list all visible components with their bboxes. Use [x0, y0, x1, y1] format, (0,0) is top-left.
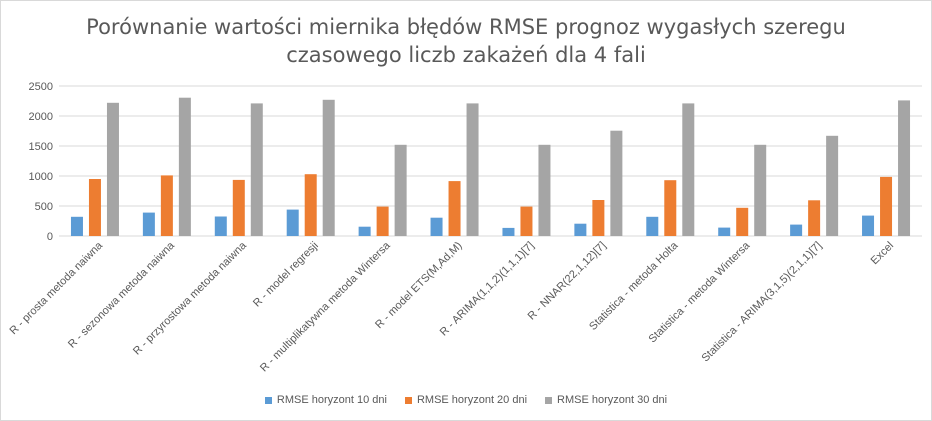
bar-s1-c3 [214, 216, 227, 236]
y-tick-label-1000: 1000 [29, 171, 53, 183]
chart-title: Porównanie wartości miernika błędów RMSE… [1, 13, 931, 69]
bar-s1-c4 [286, 209, 299, 236]
bar-s1-c9 [646, 216, 659, 236]
bar-s2-c11 [808, 200, 821, 236]
x-tick-label-8: R - NNAR(22,1,12)[7] [526, 240, 609, 323]
bar-s2-c7 [520, 206, 533, 236]
x-tick-label-11: Statistica - ARIMA(3,1,5)(2,1,1)[7] [699, 240, 824, 365]
bar-s3-c9 [682, 103, 695, 237]
bar-s2-c2 [160, 175, 173, 236]
bar-s1-c10 [718, 227, 731, 236]
bar-s1-c12 [862, 215, 875, 236]
legend-item-20: RMSE horyzont 20 dni [404, 394, 528, 406]
bar-s3-c7 [538, 144, 551, 236]
bar-s3-c11 [826, 135, 839, 236]
bar-s3-c10 [754, 144, 767, 236]
x-tick-label-4: R - model regresji [251, 240, 321, 310]
bar-s1-c2 [142, 212, 155, 236]
x-tick-label-12: Excel [869, 240, 897, 268]
bar-s1-c5 [358, 226, 371, 236]
bar-s2-c4 [304, 174, 317, 236]
legend-swatch-10 [264, 396, 272, 404]
bar-s3-c3 [250, 103, 263, 237]
bar-s3-c6 [466, 103, 479, 237]
legend-label-20: RMSE horyzont 20 dni [416, 394, 528, 406]
bar-s2-c10 [736, 207, 749, 236]
bar-s1-c6 [430, 217, 443, 236]
bar-s2-c3 [232, 179, 245, 236]
legend-swatch-20 [404, 396, 412, 404]
y-tick-label-0: 0 [47, 231, 53, 243]
y-tick-label-2500: 2500 [29, 81, 53, 93]
bar-s3-c4 [322, 99, 335, 236]
legend-item-10: RMSE horyzont 10 dni [264, 394, 387, 406]
legend-swatch-30 [545, 396, 553, 404]
y-tick-label-2000: 2000 [29, 111, 53, 123]
bar-s2-c5 [376, 206, 389, 236]
bar-s3-c8 [610, 130, 623, 236]
bar-s2-c12 [880, 176, 893, 236]
bar-s1-c11 [790, 224, 803, 236]
chart-title-line-1: Porównanie wartości miernika błędów RMSE… [86, 15, 846, 39]
bar-s1-c8 [574, 223, 587, 236]
bar-s2-c9 [664, 180, 677, 236]
bar-s2-c8 [592, 200, 605, 236]
bar-s3-c2 [178, 97, 191, 236]
legend-label-10: RMSE horyzont 10 dni [276, 394, 387, 406]
chart-legend: RMSE horyzont 10 dni RMSE horyzont 20 dn… [1, 394, 931, 406]
y-tick-label-500: 500 [35, 201, 53, 213]
bar-s3-c5 [394, 144, 407, 236]
chart-title-line-2: czasowego liczb zakażeń dla 4 fali [286, 43, 646, 67]
legend-label-30: RMSE horyzont 30 dni [557, 394, 668, 406]
x-tick-label-5: R - multiplikatywna metoda Wintersa [258, 239, 393, 374]
y-tick-label-1500: 1500 [29, 141, 53, 153]
bar-s2-c1 [88, 179, 101, 236]
bar-s3-c12 [898, 100, 911, 237]
x-tick-label-3: R - przyrostowa metoda naiwna [131, 239, 249, 357]
legend-item-30: RMSE horyzont 30 dni [545, 394, 667, 406]
bar-s1-c1 [70, 216, 83, 236]
bar-s1-c7 [502, 227, 515, 236]
bar-s2-c6 [448, 181, 461, 236]
bar-s3-c1 [106, 102, 119, 236]
